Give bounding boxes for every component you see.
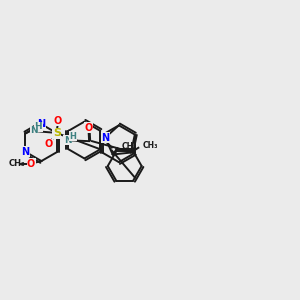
Text: CH₃: CH₃ bbox=[122, 142, 137, 151]
Text: H: H bbox=[69, 131, 76, 140]
Text: O: O bbox=[44, 139, 52, 149]
Text: N: N bbox=[30, 126, 38, 135]
Text: N: N bbox=[64, 136, 71, 145]
Text: N: N bbox=[38, 119, 46, 129]
Text: N: N bbox=[101, 133, 109, 143]
Text: CH₃: CH₃ bbox=[9, 160, 26, 169]
Text: O: O bbox=[53, 116, 62, 126]
Text: O: O bbox=[27, 159, 35, 169]
Text: S: S bbox=[53, 128, 61, 138]
Text: N: N bbox=[21, 147, 29, 157]
Text: CH₃: CH₃ bbox=[142, 141, 158, 150]
Text: H: H bbox=[34, 122, 42, 131]
Text: O: O bbox=[85, 123, 93, 133]
